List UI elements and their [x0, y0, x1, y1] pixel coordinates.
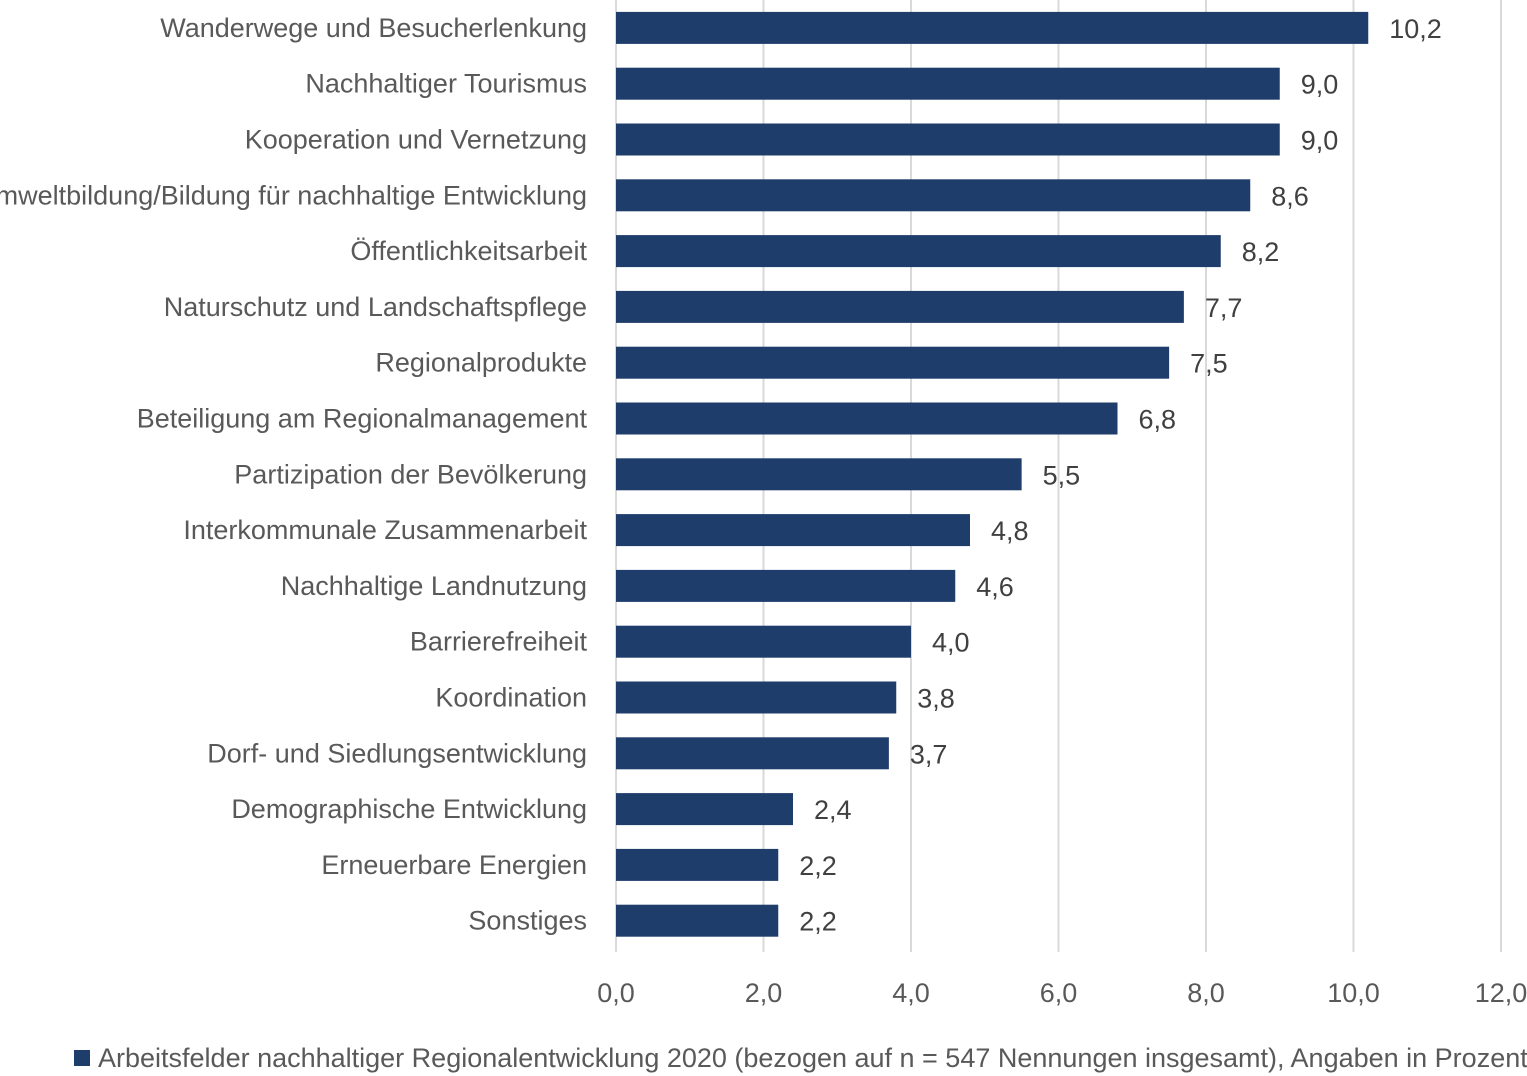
category-label: Nachhaltiger Tourismus — [305, 69, 587, 99]
category-label: Öffentlichkeitsarbeit — [350, 236, 587, 266]
x-tick-label: 0,0 — [597, 978, 635, 1008]
category-label: Regionalprodukte — [375, 348, 587, 378]
data-label: 7,5 — [1190, 349, 1228, 379]
bar-chart: Wanderwege und Besucherlenkung Nachhaltig… — [0, 0, 1527, 1008]
category-label: Wanderwege und Besucherlenkung — [160, 13, 587, 43]
bar — [616, 235, 1221, 268]
bar — [616, 514, 970, 547]
data-label: 3,7 — [910, 739, 948, 769]
bar — [616, 681, 897, 714]
category-label: Nachhaltige Landnutzung — [281, 571, 587, 601]
category-label: Dorf- und Siedlungsentwicklung — [207, 738, 587, 768]
x-tick-label: 2,0 — [745, 978, 783, 1008]
data-label: 3,8 — [917, 684, 955, 714]
data-label: 8,2 — [1242, 237, 1280, 267]
category-label: Beteiligung am Regionalmanagement — [137, 404, 588, 434]
data-label: 2,2 — [799, 907, 837, 937]
category-label: Sonstiges — [468, 906, 587, 936]
data-label: 6,8 — [1139, 405, 1177, 435]
category-label: Kooperation und Vernetzung — [245, 125, 587, 155]
bar — [616, 346, 1170, 379]
data-label: 9,0 — [1301, 70, 1339, 100]
bar — [616, 793, 793, 826]
data-label: 5,5 — [1043, 460, 1081, 490]
bar — [616, 625, 911, 658]
bar — [616, 11, 1369, 44]
data-label: 9,0 — [1301, 126, 1339, 156]
legend-swatch — [74, 1050, 90, 1066]
x-axis-tick-labels: 0,0 2,0 4,0 6,0 8,0 10,0 12,0 — [597, 978, 1527, 1008]
bar — [616, 458, 1022, 491]
bar — [616, 179, 1251, 212]
bar — [616, 402, 1118, 435]
category-label: Interkommunale Zusammenarbeit — [183, 515, 587, 545]
data-label: 8,6 — [1271, 181, 1309, 211]
x-tick-label: 4,0 — [892, 978, 930, 1008]
category-label: Erneuerbare Energien — [321, 850, 587, 880]
bar — [616, 737, 889, 770]
data-label: 10,2 — [1389, 14, 1442, 44]
category-label: Umweltbildung/Bildung für nachhaltige En… — [0, 180, 587, 210]
legend: Arbeitsfelder nachhaltiger Regionalentwi… — [74, 1040, 1527, 1076]
data-label: 7,7 — [1205, 293, 1243, 323]
x-tick-label: 8,0 — [1187, 978, 1225, 1008]
data-label: 4,6 — [976, 572, 1014, 602]
category-label: Partizipation der Bevölkerung — [234, 459, 587, 489]
bar — [616, 67, 1280, 100]
bar — [616, 569, 956, 602]
category-label: Koordination — [435, 683, 587, 713]
x-tick-label: 12,0 — [1475, 978, 1527, 1008]
value-labels: 10,2 9,0 9,0 8,6 8,2 7,7 7,5 6,8 5,5 4,8 4,64,0 3,8… — [799, 14, 1442, 937]
data-label: 4,0 — [932, 628, 970, 658]
data-label: 2,2 — [799, 851, 837, 881]
category-label: Naturschutz und Landschaftspflege — [164, 292, 587, 322]
bar — [616, 848, 779, 881]
category-labels: Wanderwege und Besucherlenkung Nachhaltig… — [0, 13, 587, 936]
category-label: Demographische Entwicklung — [231, 794, 587, 824]
x-tick-label: 6,0 — [1040, 978, 1078, 1008]
bar — [616, 123, 1280, 156]
data-label: 2,4 — [814, 795, 852, 825]
bar — [616, 290, 1184, 323]
bar — [616, 904, 779, 937]
category-label: Barrierefreiheit — [410, 627, 588, 657]
legend-label: Arbeitsfelder nachhaltiger Regionalentwi… — [98, 1042, 1527, 1073]
x-tick-label: 10,0 — [1327, 978, 1380, 1008]
data-label: 4,8 — [991, 516, 1029, 546]
bars — [616, 11, 1369, 937]
